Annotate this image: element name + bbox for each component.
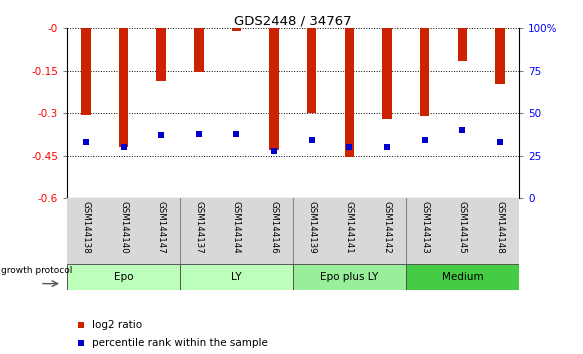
- Bar: [458, 28, 467, 61]
- Point: [76, 340, 85, 346]
- Point: [81, 139, 90, 145]
- Text: GSM144146: GSM144146: [269, 201, 279, 253]
- Bar: [307, 28, 317, 113]
- Bar: [382, 28, 392, 119]
- Text: GSM144148: GSM144148: [496, 201, 504, 253]
- Bar: [406, 264, 519, 290]
- Point: [119, 144, 128, 150]
- Point: [156, 132, 166, 138]
- Text: log2 ratio: log2 ratio: [92, 320, 142, 330]
- Bar: [269, 28, 279, 150]
- Bar: [81, 28, 90, 115]
- Text: Epo: Epo: [114, 272, 134, 282]
- Point: [76, 322, 85, 328]
- Point: [345, 144, 354, 150]
- Text: GSM144141: GSM144141: [345, 201, 354, 253]
- Text: Medium: Medium: [441, 272, 483, 282]
- Point: [307, 138, 317, 143]
- Title: GDS2448 / 34767: GDS2448 / 34767: [234, 14, 352, 27]
- Bar: [293, 264, 406, 290]
- Text: growth protocol: growth protocol: [1, 266, 73, 275]
- Bar: [420, 28, 430, 116]
- Bar: [67, 264, 180, 290]
- Text: LY: LY: [231, 272, 242, 282]
- Text: GSM144143: GSM144143: [420, 201, 429, 253]
- Point: [194, 131, 203, 137]
- Text: GSM144138: GSM144138: [82, 201, 90, 253]
- Bar: [345, 28, 354, 157]
- Point: [269, 148, 279, 154]
- Text: GSM144137: GSM144137: [194, 201, 203, 253]
- Bar: [156, 28, 166, 81]
- Bar: [180, 264, 293, 290]
- Point: [420, 138, 430, 143]
- Text: GSM144145: GSM144145: [458, 201, 467, 253]
- Text: Epo plus LY: Epo plus LY: [320, 272, 378, 282]
- Text: GSM144139: GSM144139: [307, 201, 317, 253]
- Text: percentile rank within the sample: percentile rank within the sample: [92, 338, 268, 348]
- Text: GSM144140: GSM144140: [119, 201, 128, 253]
- Bar: [194, 28, 203, 72]
- Text: GSM144147: GSM144147: [157, 201, 166, 253]
- Bar: [232, 28, 241, 31]
- Text: GSM144142: GSM144142: [382, 201, 392, 253]
- Point: [382, 144, 392, 150]
- Text: GSM144144: GSM144144: [232, 201, 241, 253]
- Point: [232, 131, 241, 137]
- Point: [458, 127, 467, 133]
- Point: [496, 139, 505, 145]
- Bar: [496, 28, 505, 84]
- Bar: [119, 28, 128, 147]
